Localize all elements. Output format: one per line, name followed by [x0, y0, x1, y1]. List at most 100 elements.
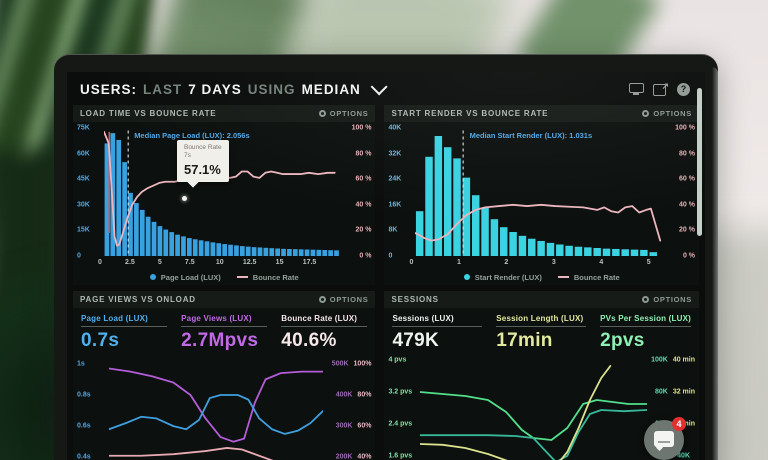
metric-divider	[281, 326, 368, 327]
y2-tick-part: 60%	[357, 422, 372, 430]
x-tick-label: 2	[504, 259, 509, 266]
metric-value: 479K	[392, 330, 440, 351]
x-tick-label: 5	[646, 259, 651, 266]
x-tick-label: 5	[157, 259, 162, 266]
gear-icon	[318, 110, 326, 117]
x-tick-label: 1	[456, 259, 461, 266]
gear-icon	[642, 296, 650, 303]
legend-item[interactable]: Bounce Rate	[557, 273, 620, 282]
legend-dot-swatch	[463, 274, 470, 280]
legend-item[interactable]: Bounce Rate	[236, 272, 299, 282]
x-tick-label: 0	[409, 259, 414, 266]
y-axis-right: 100 % 80 % 60 % 40 % 20 % 0 %	[339, 124, 375, 260]
y-tick-label: 0	[77, 252, 81, 260]
panel-header: LOAD TIME VS BOUNCE RATE OPTIONS	[73, 105, 376, 122]
y2-tick-part: 100%	[353, 360, 372, 368]
panel-title: START RENDER VS BOUNCE RATE	[391, 109, 549, 118]
monitor-icon[interactable]	[629, 82, 644, 96]
chart-legend: Page Load (LUX) Bounce Rate	[73, 269, 375, 285]
share-icon[interactable]: ↗	[653, 81, 669, 96]
y-tick-label: 15K	[77, 226, 90, 234]
y-tick-label: 24K	[388, 175, 402, 183]
y-tick-label: 32K	[388, 150, 402, 158]
range-label: LAST	[143, 81, 183, 97]
legend-line-swatch	[236, 276, 248, 278]
y2-tick-label: 300K 60%	[336, 423, 372, 430]
x-tick-label: 12.5	[242, 259, 257, 266]
header-icons: ↗ ?	[629, 81, 692, 96]
median-annotation: Median Page Load (LUX): 2.056s	[134, 131, 250, 140]
metric-value: 17min	[496, 330, 553, 351]
options-button[interactable]: OPTIONS	[642, 295, 692, 304]
metric-value: 2.7Mpvs	[181, 330, 259, 351]
y2-tick-label: 80 %	[679, 150, 695, 158]
options-button[interactable]: OPTIONS	[318, 295, 369, 304]
y-tick-label: 75K	[77, 124, 90, 132]
y2-tick-label: 100 %	[351, 124, 372, 132]
y-tick-label: 0	[388, 252, 393, 260]
y2-tick-label: 400K 80%	[336, 391, 372, 398]
metric-row: Sessions (LUX) 479K Session Length (LUX)…	[384, 308, 699, 352]
legend-item[interactable]: Start Render (LUX)	[463, 272, 542, 282]
chart-load-time: 75K 60K 45K 30K 15K 0 Median Page Load (LUX):…	[73, 124, 375, 260]
y-tick-label: 30K	[77, 201, 90, 209]
options-button[interactable]: OPTIONS	[318, 109, 369, 118]
y-tick-label: 8K	[388, 226, 398, 234]
panel-title: SESSIONS	[391, 295, 439, 304]
y-tick-label: 0.8s	[77, 391, 91, 399]
y-tick-label: 16K	[388, 201, 402, 209]
y2-tick-label: 200K 40%	[336, 454, 372, 460]
dashboard-screen: USERS: LAST 7 DAYS USING MEDIAN ↗ ?	[67, 72, 705, 460]
chat-bubble-icon	[654, 431, 674, 447]
metric-label: Page Views (LUX)	[181, 314, 252, 323]
y2-tick-label: 0 %	[359, 252, 372, 260]
y-tick-label: 60K	[77, 150, 90, 158]
y2-tick-part: 100K	[651, 356, 668, 364]
tooltip-line1: Bounce Rate	[183, 143, 222, 151]
metric-pvs-per-session: PVs Per Session (LUX) 2pvs	[600, 314, 691, 352]
scrollbar[interactable]	[697, 88, 702, 236]
legend-item[interactable]: Page Load (LUX)	[149, 273, 221, 282]
y2-tick-label: 60 %	[679, 175, 695, 183]
y-tick-label: 45K	[77, 175, 90, 183]
x-tick-label: 0	[98, 259, 102, 266]
tooltip-line2: 7s	[183, 151, 191, 159]
y2-tick-part: 32 min	[672, 388, 695, 396]
legend-label: Bounce Rate	[252, 272, 299, 282]
metric-session-length: Session Length (LUX) 17min	[496, 314, 587, 352]
y2-tick-label: 40K	[677, 453, 695, 460]
y2-tick-label: 80K 32 min	[655, 389, 695, 396]
metric-divider	[181, 326, 268, 327]
page-title[interactable]: USERS: LAST 7 DAYS USING MEDIAN	[80, 78, 388, 97]
metric-page-views: Page Views (LUX) 2.7Mpvs	[181, 314, 268, 352]
y2-tick-label: 40 %	[355, 201, 372, 209]
chart-start-render: 40K 32K 24K 16K 8K 0 Median Start Render (LUX…	[384, 125, 699, 260]
users-label: USERS:	[80, 81, 138, 97]
x-tick-label: 2.5	[125, 259, 135, 266]
help-icon[interactable]: ?	[677, 82, 692, 96]
x-tick-label: 15	[275, 259, 284, 266]
y2-tick-part: 500K	[331, 360, 349, 368]
y-tick-label: 0.6s	[77, 422, 91, 430]
y-tick-label: 0.4s	[77, 453, 91, 460]
y2-tick-label: 80 %	[355, 150, 372, 158]
x-tick-label: 4	[599, 259, 604, 266]
legend-label: Start Render (LUX)	[474, 272, 542, 282]
chevron-down-icon[interactable]	[370, 78, 388, 96]
chart-legend: Start Render (LUX) Bounce Rate	[384, 269, 699, 285]
panel-header: START RENDER VS BOUNCE RATE OPTIONS	[384, 105, 699, 122]
metric-label: PVs Per Session (LUX)	[600, 314, 691, 323]
options-button[interactable]: OPTIONS	[642, 109, 692, 118]
y-axis-right: 500K 100% 400K 80% 300K 60% 200K 40%	[323, 356, 375, 460]
plot-area	[109, 356, 323, 460]
chart-tooltip: Bounce Rate 7s 57.1%	[176, 139, 229, 182]
y-axis-left: 40K 32K 24K 16K 8K 0	[384, 125, 415, 260]
gear-icon	[318, 296, 326, 303]
chat-widget-button[interactable]: 4	[644, 417, 686, 460]
chart-page-views: 1s 0.8s 0.6s 0.4s 500K 100% 400K 80% 300K 60% 200…	[73, 356, 375, 460]
y-tick-label: 3.2 pvs	[388, 388, 413, 396]
panel-header: SESSIONS OPTIONS	[384, 291, 699, 308]
metric-label: Sessions (LUX)	[392, 314, 454, 323]
panel-page-views: PAGE VIEWS VS ONLOAD OPTIONS Page Load (…	[73, 291, 376, 460]
